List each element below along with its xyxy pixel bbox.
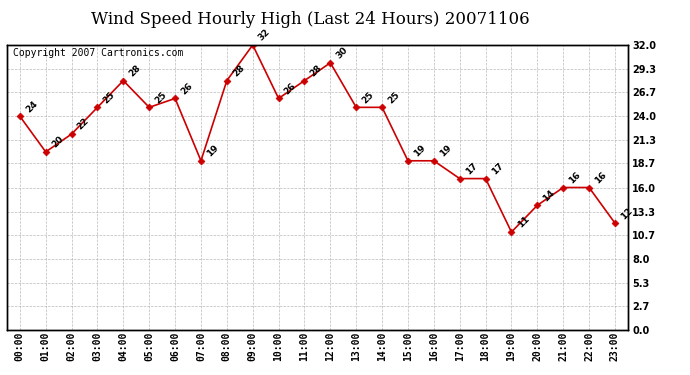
Text: 19: 19 [205,143,220,159]
Text: 25: 25 [101,90,117,105]
Text: 25: 25 [386,90,402,105]
Text: 26: 26 [179,81,195,96]
Text: 32: 32 [257,28,272,43]
Text: 28: 28 [308,63,324,78]
Text: 28: 28 [128,63,143,78]
Text: 26: 26 [283,81,298,96]
Text: 19: 19 [438,143,453,159]
Text: 24: 24 [24,99,39,114]
Text: 12: 12 [619,206,634,221]
Text: 19: 19 [412,143,427,159]
Text: 20: 20 [50,135,65,150]
Text: 25: 25 [360,90,375,105]
Text: 28: 28 [231,63,246,78]
Text: 17: 17 [490,161,505,176]
Text: 25: 25 [153,90,168,105]
Text: 30: 30 [335,45,350,61]
Text: Wind Speed Hourly High (Last 24 Hours) 20071106: Wind Speed Hourly High (Last 24 Hours) 2… [91,11,530,28]
Text: 16: 16 [593,170,609,185]
Text: 22: 22 [76,117,91,132]
Text: 17: 17 [464,161,479,176]
Text: 16: 16 [567,170,582,185]
Text: 11: 11 [515,214,531,230]
Text: Copyright 2007 Cartronics.com: Copyright 2007 Cartronics.com [13,48,184,58]
Text: 14: 14 [542,188,557,203]
